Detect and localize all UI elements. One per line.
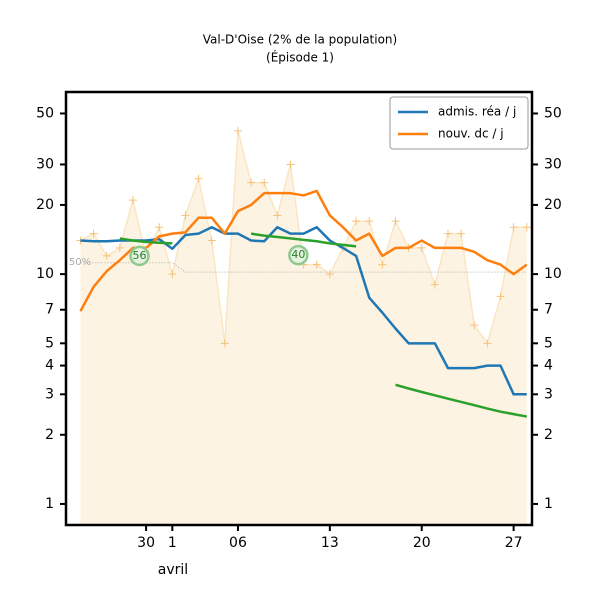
y-tick-label-right: 50: [544, 105, 562, 121]
x-tick-label: 30: [137, 535, 155, 551]
x-axis-label: avril: [158, 562, 188, 578]
y-tick-label: 4: [45, 358, 54, 374]
x-tick-label: 27: [505, 535, 523, 551]
raw-marker: [207, 236, 216, 245]
x-tick-label: 13: [321, 535, 339, 551]
raw-marker: [247, 178, 256, 187]
annotation-circle: [288, 244, 309, 266]
y-tick-label: 3: [45, 386, 54, 402]
x-tick-label: 20: [413, 535, 431, 551]
y-tick-label-right: 10: [544, 266, 562, 282]
y-tick-label: 5: [45, 335, 54, 351]
y-tick-label-right: 3: [544, 386, 553, 402]
raw-marker: [483, 339, 492, 348]
raw-marker: [365, 217, 374, 226]
y-tick-label: 7: [45, 302, 54, 318]
y-tick-label-right: 2: [544, 427, 553, 443]
raw-marker: [102, 251, 111, 260]
y-tick-label-right: 4: [544, 358, 553, 374]
raw-marker: [115, 243, 124, 252]
raw-marker: [443, 229, 452, 238]
y-tick-label: 20: [36, 197, 54, 213]
y-tick-label-right: 30: [544, 156, 562, 172]
series-line: [79, 189, 528, 312]
raw-marker: [286, 160, 295, 169]
x-tick-label: 06: [229, 535, 247, 551]
raw-marker: [233, 126, 242, 135]
raw-marker: [312, 260, 321, 269]
raw-marker: [89, 229, 98, 238]
raw-marker: [128, 196, 137, 205]
legend-label: admis. réa / j: [438, 105, 516, 119]
y-tick-label-right: 7: [544, 302, 553, 318]
annotation-text: 56: [133, 249, 147, 262]
raw-marker: [457, 229, 466, 238]
raw-marker: [260, 178, 269, 187]
raw-marker: [509, 223, 518, 232]
raw-marker: [378, 260, 387, 269]
y-tick-label: 30: [36, 156, 54, 172]
raw-marker: [273, 211, 282, 220]
legend-label: nouv. dc / j: [438, 127, 504, 141]
y-tick-label: 1: [45, 496, 54, 512]
legend-box: [389, 96, 529, 150]
y-tick-label: 2: [45, 427, 54, 443]
raw-marker: [168, 270, 177, 279]
y-tick-label: 50: [36, 105, 54, 121]
x-tick-label: 1: [168, 535, 177, 551]
raw-marker: [470, 321, 479, 330]
raw-marker: [155, 223, 164, 232]
chart-subtitle: (Épisode 1): [266, 50, 334, 65]
trend-line: [395, 383, 527, 418]
raw-area: [80, 130, 527, 525]
raw-marker: [496, 292, 505, 301]
y-tick-label: 10: [36, 266, 54, 282]
raw-marker: [352, 217, 361, 226]
annotation-text: 40: [291, 248, 305, 261]
raw-marker: [325, 270, 334, 279]
raw-marker: [220, 339, 229, 348]
y-tick-label-right: 20: [544, 197, 562, 213]
trend-line: [250, 232, 357, 248]
raw-marker: [430, 280, 439, 289]
y-tick-label-right: 1: [544, 496, 553, 512]
chart-title: Val-D'Oise (2% de la population): [203, 33, 397, 47]
reference-label: 50%: [69, 257, 91, 268]
plot-frame: [64, 90, 534, 527]
y-tick-label-right: 5: [544, 335, 553, 351]
raw-marker: [391, 217, 400, 226]
raw-marker: [417, 243, 426, 252]
annotation-circle: [129, 245, 150, 267]
trend-line: [119, 237, 173, 245]
raw-marker: [181, 211, 190, 220]
raw-marker: [194, 174, 203, 183]
raw-marker: [522, 223, 531, 232]
